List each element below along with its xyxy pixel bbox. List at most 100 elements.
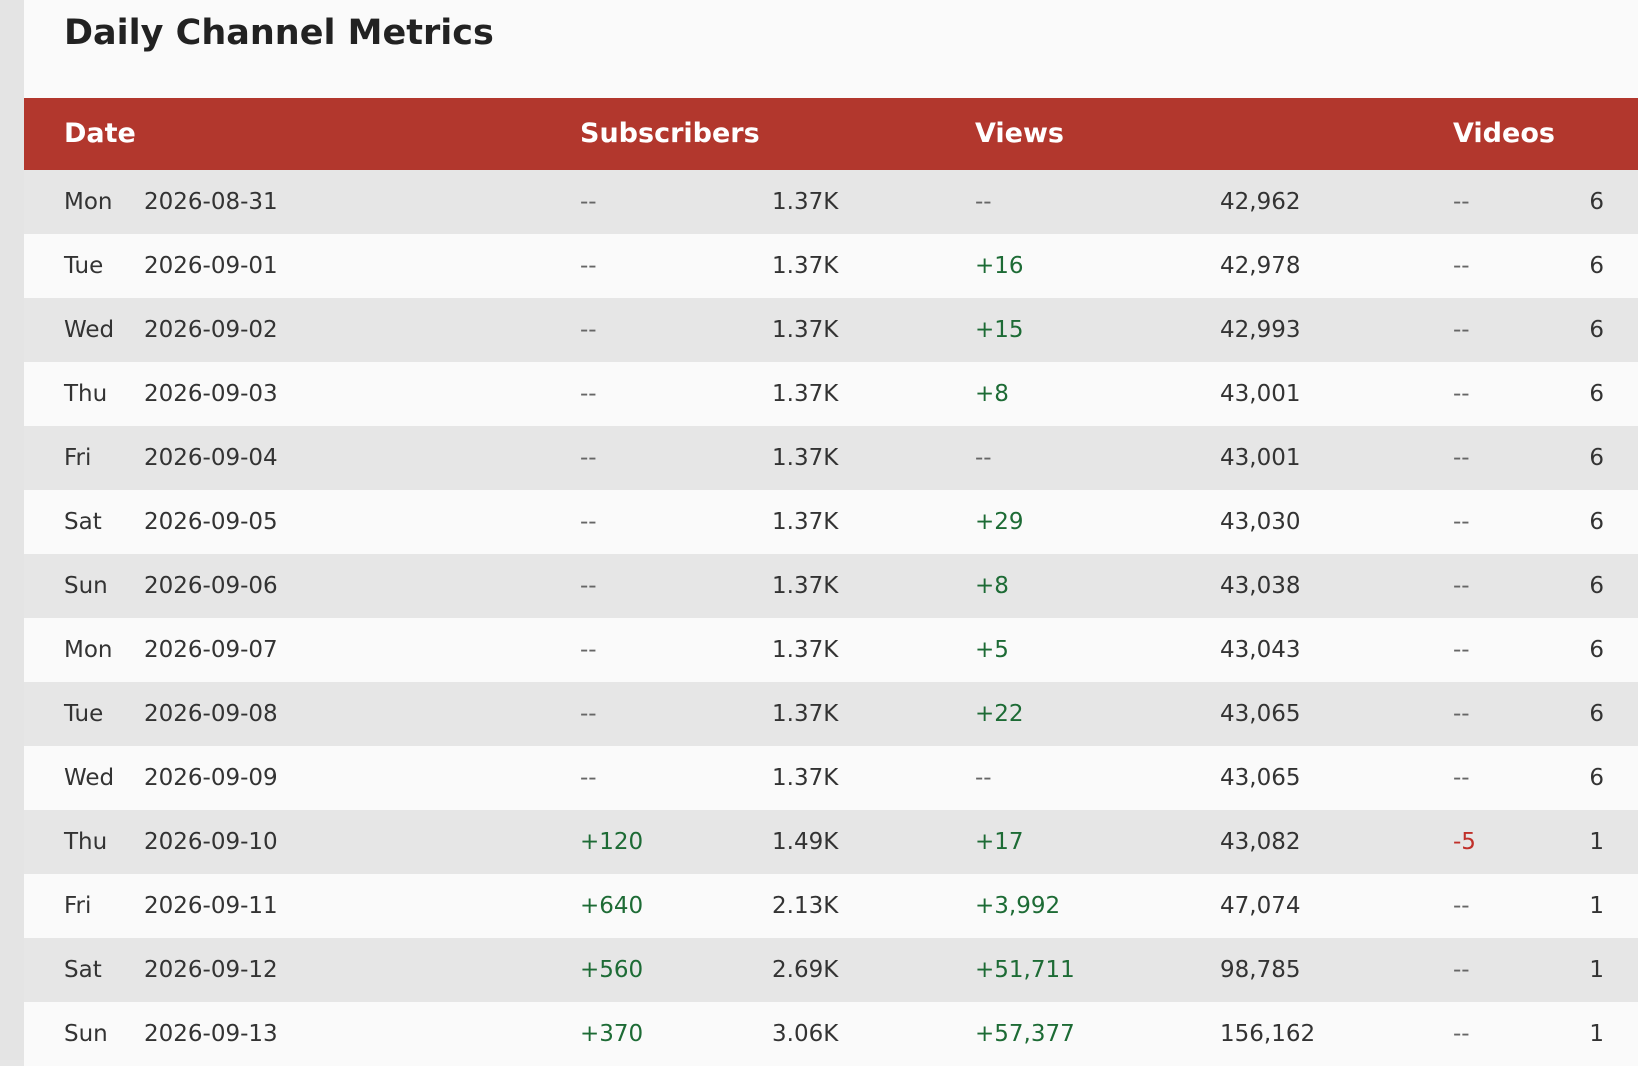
videos-change-cell: --	[1453, 957, 1470, 983]
date-cell: 2026-09-02	[144, 317, 278, 343]
page-title: Daily Channel Metrics	[64, 13, 494, 53]
day-cell: Sun	[64, 1021, 108, 1047]
date-cell: 2026-09-06	[144, 573, 278, 599]
videos-change-cell: --	[1453, 637, 1470, 663]
table-row: Thu 2026-09-10 +120 1.49K +17 43,082 -5 1	[24, 810, 1638, 874]
subscribers-change-cell: +560	[580, 957, 644, 983]
subscribers-change-cell: --	[580, 765, 597, 791]
day-cell: Wed	[64, 317, 115, 343]
metrics-panel: Daily Channel Metrics Date Subscribers V…	[24, 0, 1638, 1066]
views-change-cell: +8	[975, 381, 1009, 407]
table-body: Mon 2026-08-31 -- 1.37K -- 42,962 -- 6 Tue 2026-0…	[24, 170, 1638, 1066]
day-cell: Sat	[64, 509, 102, 535]
views-change-cell: +5	[975, 637, 1009, 663]
videos-total-cell: 6	[1589, 765, 1604, 791]
videos-change-cell: --	[1453, 573, 1470, 599]
table-row: Wed 2026-09-02 -- 1.37K +15 42,993 -- 6	[24, 298, 1638, 362]
views-total-cell: 47,074	[1220, 893, 1301, 919]
views-total-cell: 98,785	[1220, 957, 1301, 983]
column-header-videos[interactable]: Videos	[1453, 118, 1555, 149]
videos-total-cell: 6	[1589, 701, 1604, 727]
date-cell: 2026-09-12	[144, 957, 278, 983]
views-total-cell: 43,001	[1220, 381, 1301, 407]
date-cell: 2026-09-10	[144, 829, 278, 855]
table-row: Tue 2026-09-08 -- 1.37K +22 43,065 -- 6	[24, 682, 1638, 746]
views-total-cell: 43,001	[1220, 445, 1301, 471]
views-change-cell: +22	[975, 701, 1024, 727]
subscribers-total-cell: 1.37K	[772, 445, 839, 471]
subscribers-change-cell: --	[580, 701, 597, 727]
subscribers-total-cell: 1.49K	[772, 829, 839, 855]
videos-change-cell: --	[1453, 381, 1470, 407]
table-row: Tue 2026-09-01 -- 1.37K +16 42,978 -- 6	[24, 234, 1638, 298]
videos-total-cell: 1	[1589, 1021, 1604, 1047]
views-change-cell: +15	[975, 317, 1024, 343]
column-header-date[interactable]: Date	[64, 118, 136, 149]
subscribers-total-cell: 1.37K	[772, 253, 839, 279]
subscribers-total-cell: 1.37K	[772, 509, 839, 535]
views-change-cell: +16	[975, 253, 1024, 279]
table-row: Mon 2026-09-07 -- 1.37K +5 43,043 -- 6	[24, 618, 1638, 682]
subscribers-total-cell: 1.37K	[772, 573, 839, 599]
videos-total-cell: 6	[1589, 253, 1604, 279]
day-cell: Tue	[64, 701, 104, 727]
subscribers-total-cell: 1.37K	[772, 765, 839, 791]
views-change-cell: +29	[975, 509, 1024, 535]
views-change-cell: --	[975, 445, 992, 471]
videos-change-cell: --	[1453, 253, 1470, 279]
videos-total-cell: 6	[1589, 509, 1604, 535]
day-cell: Thu	[64, 829, 108, 855]
subscribers-change-cell: +120	[580, 829, 644, 855]
subscribers-total-cell: 1.37K	[772, 701, 839, 727]
videos-total-cell: 6	[1589, 573, 1604, 599]
date-cell: 2026-09-07	[144, 637, 278, 663]
subscribers-total-cell: 1.37K	[772, 189, 839, 215]
views-change-cell: +57,377	[975, 1021, 1075, 1047]
views-total-cell: 42,978	[1220, 253, 1301, 279]
day-cell: Thu	[64, 381, 108, 407]
views-total-cell: 43,043	[1220, 637, 1301, 663]
table-row: Fri 2026-09-11 +640 2.13K +3,992 47,074 -- 1	[24, 874, 1638, 938]
views-change-cell: +8	[975, 573, 1009, 599]
day-cell: Sat	[64, 957, 102, 983]
subscribers-change-cell: --	[580, 253, 597, 279]
date-cell: 2026-09-04	[144, 445, 278, 471]
videos-change-cell: --	[1453, 765, 1470, 791]
videos-total-cell: 6	[1589, 189, 1604, 215]
views-total-cell: 43,065	[1220, 701, 1301, 727]
table-row: Mon 2026-08-31 -- 1.37K -- 42,962 -- 6	[24, 170, 1638, 234]
videos-change-cell: --	[1453, 893, 1470, 919]
videos-change-cell: -5	[1453, 829, 1476, 855]
videos-total-cell: 6	[1589, 381, 1604, 407]
views-change-cell: --	[975, 765, 992, 791]
views-total-cell: 43,030	[1220, 509, 1301, 535]
videos-total-cell: 1	[1589, 829, 1604, 855]
views-total-cell: 43,038	[1220, 573, 1301, 599]
date-cell: 2026-09-01	[144, 253, 278, 279]
subscribers-change-cell: --	[580, 509, 597, 535]
column-header-views[interactable]: Views	[975, 118, 1065, 149]
subscribers-total-cell: 3.06K	[772, 1021, 839, 1047]
videos-change-cell: --	[1453, 509, 1470, 535]
subscribers-change-cell: +370	[580, 1021, 644, 1047]
left-gutter	[0, 0, 24, 1060]
views-change-cell: +17	[975, 829, 1024, 855]
videos-total-cell: 6	[1589, 317, 1604, 343]
table-row: Thu 2026-09-03 -- 1.37K +8 43,001 -- 6	[24, 362, 1638, 426]
day-cell: Tue	[64, 253, 104, 279]
table-row: Sat 2026-09-12 +560 2.69K +51,711 98,785 -- 1	[24, 938, 1638, 1002]
table-row: Sat 2026-09-05 -- 1.37K +29 43,030 -- 6	[24, 490, 1638, 554]
videos-change-cell: --	[1453, 1021, 1470, 1047]
subscribers-change-cell: +640	[580, 893, 644, 919]
column-header-subscribers[interactable]: Subscribers	[580, 118, 760, 149]
videos-change-cell: --	[1453, 317, 1470, 343]
day-cell: Fri	[64, 893, 92, 919]
views-total-cell: 43,065	[1220, 765, 1301, 791]
subscribers-change-cell: --	[580, 573, 597, 599]
views-total-cell: 42,993	[1220, 317, 1301, 343]
subscribers-total-cell: 2.13K	[772, 893, 839, 919]
subscribers-change-cell: --	[580, 445, 597, 471]
date-cell: 2026-08-31	[144, 189, 278, 215]
subscribers-change-cell: --	[580, 637, 597, 663]
day-cell: Mon	[64, 189, 113, 215]
